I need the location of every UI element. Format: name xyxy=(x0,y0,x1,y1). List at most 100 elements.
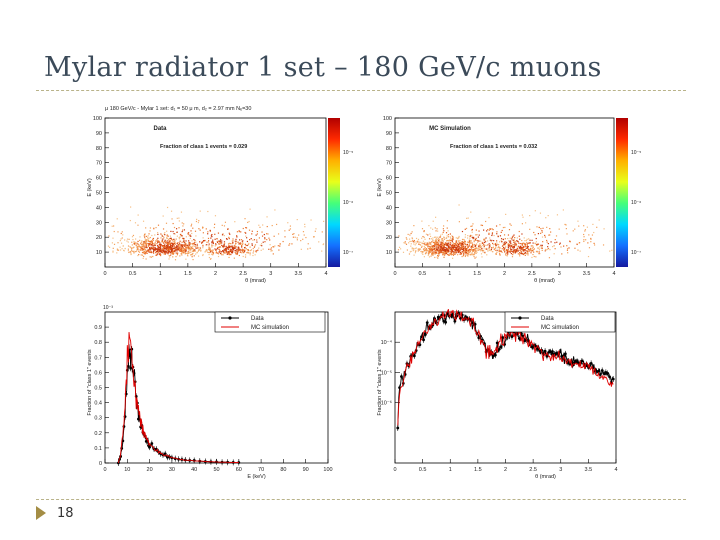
scatter-point xyxy=(447,230,449,232)
scatter-point xyxy=(437,240,440,242)
scatter-point xyxy=(190,230,192,232)
scatter-point xyxy=(242,249,244,251)
scatter-point xyxy=(457,248,460,250)
scatter-point xyxy=(132,247,134,249)
scatter-point xyxy=(461,255,463,258)
scatter-point xyxy=(423,236,425,238)
scatter-point xyxy=(495,244,497,246)
y-tick-label-bottom-right: 10⁻⁴ xyxy=(381,339,393,346)
x-axis-label-top-right: θ (mrad) xyxy=(534,278,555,284)
scatter-point xyxy=(170,254,172,256)
scatter-point xyxy=(427,250,429,252)
scatter-point xyxy=(432,246,434,249)
scatter-point xyxy=(200,250,202,252)
scatter-point xyxy=(555,235,558,237)
scatter-point xyxy=(116,248,119,250)
scatter-point xyxy=(501,248,503,250)
x-tick-label-top-right: 0 xyxy=(393,271,396,277)
scatter-point xyxy=(185,250,187,252)
scatter-point xyxy=(411,231,413,233)
scatter-point xyxy=(178,217,180,219)
scatter-point xyxy=(235,253,237,255)
scatter-point xyxy=(496,240,498,242)
scatter-point xyxy=(461,246,463,248)
scatter-point xyxy=(484,239,486,242)
scatter-point xyxy=(483,243,485,245)
scatter-point xyxy=(178,220,180,222)
scatter-point xyxy=(467,249,469,251)
scatter-point xyxy=(168,258,170,260)
page-number: 18 xyxy=(57,506,74,521)
scatter-point xyxy=(475,237,477,240)
scatter-point xyxy=(187,252,189,254)
scatter-point xyxy=(498,253,501,255)
scatter-point xyxy=(445,244,447,246)
colorbar-top-right xyxy=(616,118,628,267)
scatter-point xyxy=(493,240,495,242)
scatter-point xyxy=(191,253,193,256)
scatter-point xyxy=(486,248,488,250)
scatter-point xyxy=(440,251,442,254)
scatter-point xyxy=(518,242,520,244)
scatter-point xyxy=(472,250,474,252)
scatter-point xyxy=(536,244,538,247)
scatter-point xyxy=(214,238,216,240)
scatter-point xyxy=(470,249,472,251)
scatter-point xyxy=(464,255,467,258)
scatter-point xyxy=(234,240,236,242)
scatter-point xyxy=(443,245,445,247)
scatter-point xyxy=(138,250,140,252)
scatter-point xyxy=(503,247,505,250)
scatter-point xyxy=(226,248,228,251)
scatter-point xyxy=(454,245,456,247)
scatter-point xyxy=(190,253,192,256)
scatter-point xyxy=(521,242,523,245)
scatter-point xyxy=(247,244,250,246)
scatter-point xyxy=(442,228,444,230)
scatter-point xyxy=(503,234,506,236)
scatter-point xyxy=(464,241,466,243)
scatter-point xyxy=(202,254,204,256)
scatter-point xyxy=(246,237,248,239)
scatter-point xyxy=(143,235,145,237)
scatter-point xyxy=(548,234,550,236)
scatter-point xyxy=(452,246,454,249)
scatter-point xyxy=(303,234,305,236)
scatter-point xyxy=(440,249,442,251)
scatter-point xyxy=(278,249,280,251)
scatter-point xyxy=(530,250,532,252)
scatter-point xyxy=(523,237,525,239)
scatter-point xyxy=(154,247,156,249)
scatter-point xyxy=(425,250,428,252)
scatter-point xyxy=(183,241,185,243)
scatter-point xyxy=(226,246,228,249)
scatter-point xyxy=(469,235,471,237)
scatter-point xyxy=(143,244,145,247)
scatter-point xyxy=(142,252,144,254)
scatter-point xyxy=(526,250,528,252)
scatter-point xyxy=(272,246,274,248)
scatter-point xyxy=(512,251,514,253)
scatter-point xyxy=(435,216,437,218)
scatter-point xyxy=(216,247,218,250)
scatter-point xyxy=(425,243,427,245)
scatter-point xyxy=(476,239,478,241)
scatter-point xyxy=(524,254,526,257)
scatter-point xyxy=(460,242,462,244)
scatter-point xyxy=(147,239,150,241)
scatter-point xyxy=(214,248,216,250)
scatter-point xyxy=(430,246,432,249)
scatter-point xyxy=(434,252,436,254)
scatter-point xyxy=(437,244,440,246)
scatter-point xyxy=(474,244,476,246)
scatter-point xyxy=(492,251,494,253)
scatter-point xyxy=(163,250,165,253)
scatter-point xyxy=(245,227,247,229)
scatter-point xyxy=(231,245,233,247)
scatter-point xyxy=(490,241,492,243)
scatter-point xyxy=(457,237,459,239)
scatter-point xyxy=(266,216,268,218)
scatter-point xyxy=(143,245,145,247)
scatter-point xyxy=(493,248,495,250)
scatter-point xyxy=(452,250,454,253)
